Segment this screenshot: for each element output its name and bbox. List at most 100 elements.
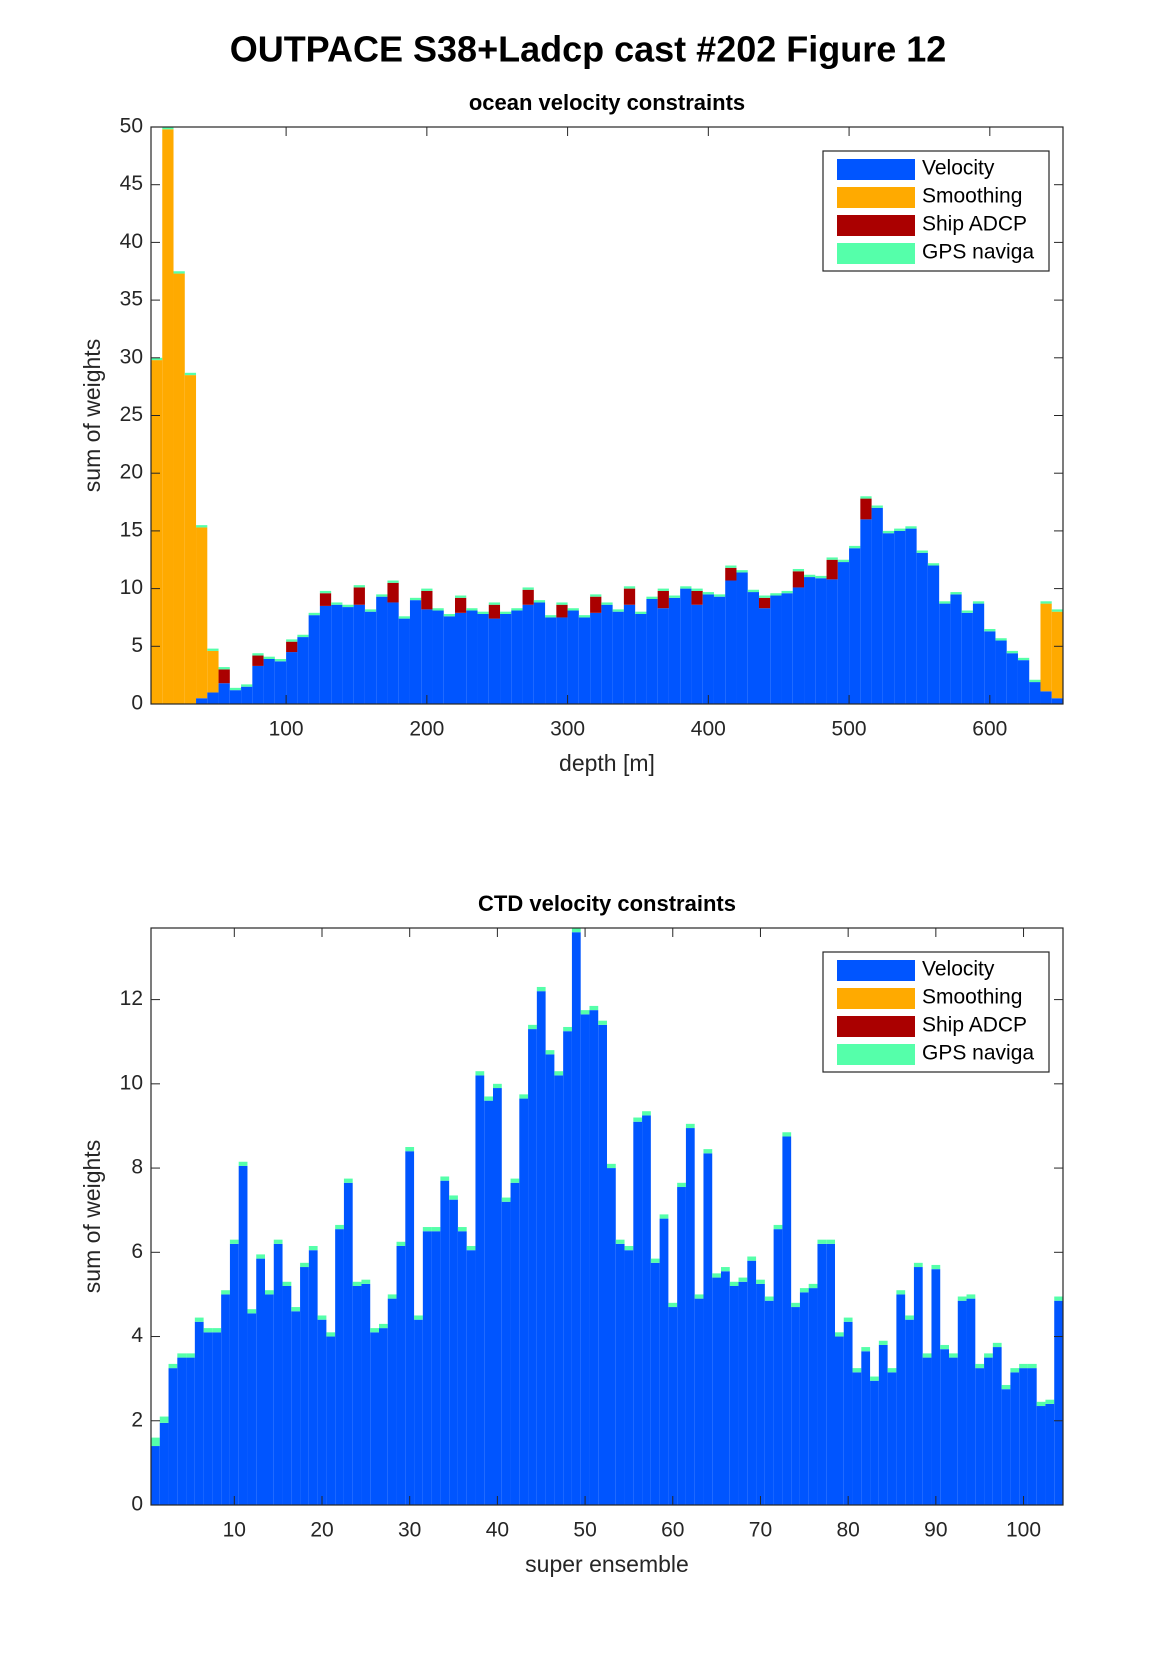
bar-segment (852, 1372, 862, 1505)
bar-segment (736, 572, 748, 704)
bar-segment (218, 669, 230, 684)
bar-segment (528, 1029, 537, 1505)
bar-segment (826, 1243, 835, 1505)
y-tick-label: 12 (120, 987, 143, 1010)
bar-segment (1027, 1368, 1037, 1505)
bar-segment (659, 1214, 669, 1219)
bar-segment (331, 604, 343, 704)
bar-segment (984, 1357, 993, 1505)
bar-segment (317, 1319, 327, 1505)
bar-segment (939, 603, 951, 704)
bar-segment (791, 1302, 800, 1308)
x-tick-label: 80 (836, 1519, 859, 1542)
bar-segment (159, 1422, 169, 1505)
legend-swatch (837, 187, 915, 208)
bar-segment (792, 568, 805, 572)
bar-segment (685, 1123, 695, 1129)
bar-segment (826, 1239, 835, 1244)
figure-title: OUTPACE S38+Ladcp cast #202 Figure 12 (230, 29, 947, 70)
bar-segment (563, 1026, 572, 1032)
x-tick-label: 40 (486, 1519, 509, 1542)
bar-segment (455, 595, 467, 598)
bar-segment (878, 1344, 888, 1505)
bar-segment (808, 1283, 818, 1289)
bar-segment (590, 612, 602, 704)
y-tick-label: 45 (120, 172, 143, 195)
bar-segment (694, 1294, 704, 1299)
legend-swatch (837, 1044, 915, 1065)
x-tick-label: 20 (310, 1519, 333, 1542)
bar-segment (186, 1357, 195, 1505)
bar-segment (860, 498, 872, 520)
bar-segment (571, 932, 581, 1505)
bar-segment (522, 587, 534, 590)
bar-segment (635, 613, 647, 704)
bar-segment (756, 1283, 765, 1505)
bar-segment (905, 1319, 914, 1505)
bar-segment (792, 571, 805, 588)
y-tick-label: 20 (120, 461, 143, 484)
bar-segment (607, 1163, 616, 1169)
bar-segment (162, 127, 174, 130)
bar-segment (961, 612, 973, 704)
bar-segment (432, 610, 444, 704)
bar-segment (265, 1294, 274, 1505)
bar-segment (736, 570, 748, 573)
bar-segment (493, 1088, 502, 1505)
bar-segment (229, 1239, 239, 1244)
bar-segment (781, 590, 793, 594)
bar-segment (168, 1368, 178, 1505)
bar-segment (713, 594, 726, 597)
bar-segment (650, 1262, 660, 1505)
bar-segment (680, 586, 692, 589)
bar-segment (194, 1321, 204, 1505)
bar-segment (203, 1332, 213, 1505)
bar-segment (642, 1111, 651, 1116)
bar-segment (554, 1071, 564, 1076)
bar-segment (533, 600, 546, 603)
bar-segment (282, 1281, 292, 1286)
bar-segment (770, 595, 782, 704)
bar-segment (554, 1075, 564, 1505)
legend-swatch (837, 243, 915, 264)
bar-segment (950, 592, 962, 595)
bar-segment (721, 1271, 730, 1505)
bar-segment (894, 530, 906, 704)
bar-segment (913, 1262, 923, 1268)
bar-segment (466, 1250, 476, 1505)
bar-segment (256, 1254, 265, 1259)
bar-segment (184, 372, 197, 376)
bar-segment (484, 1096, 493, 1101)
bar-segment (162, 129, 174, 704)
bar-segment (342, 607, 354, 704)
bar-segment (940, 1349, 949, 1505)
bar-segment (364, 609, 377, 612)
bar-segment (263, 656, 275, 659)
bar-segment (376, 594, 388, 597)
bar-segment (455, 612, 467, 704)
bar-segment (804, 574, 816, 578)
bar-segment (984, 1353, 993, 1358)
bar-segment (501, 1201, 511, 1505)
bar-segment (992, 1347, 1002, 1505)
bar-segment (475, 1071, 485, 1076)
bar-segment (1036, 1401, 1046, 1407)
bar-segment (173, 271, 185, 274)
bar-segment (421, 609, 433, 704)
bar-segment (229, 687, 242, 691)
bar-segment (335, 1229, 344, 1505)
bar-segment (747, 1256, 757, 1261)
bar-segment (815, 578, 827, 704)
bar-segment (207, 692, 219, 704)
legend-label: Smoothing (922, 185, 1022, 208)
bar-segment (545, 1050, 555, 1055)
bar-segment (691, 588, 703, 591)
bar-segment (291, 1307, 301, 1312)
bar-segment (273, 1243, 283, 1505)
bar-segment (1036, 1406, 1046, 1505)
bar-segment (837, 559, 850, 563)
legend-label: GPS naviga (922, 241, 1034, 264)
bar-segment (747, 1260, 757, 1505)
bar-segment (493, 1083, 502, 1089)
bar-segment (229, 1243, 239, 1505)
